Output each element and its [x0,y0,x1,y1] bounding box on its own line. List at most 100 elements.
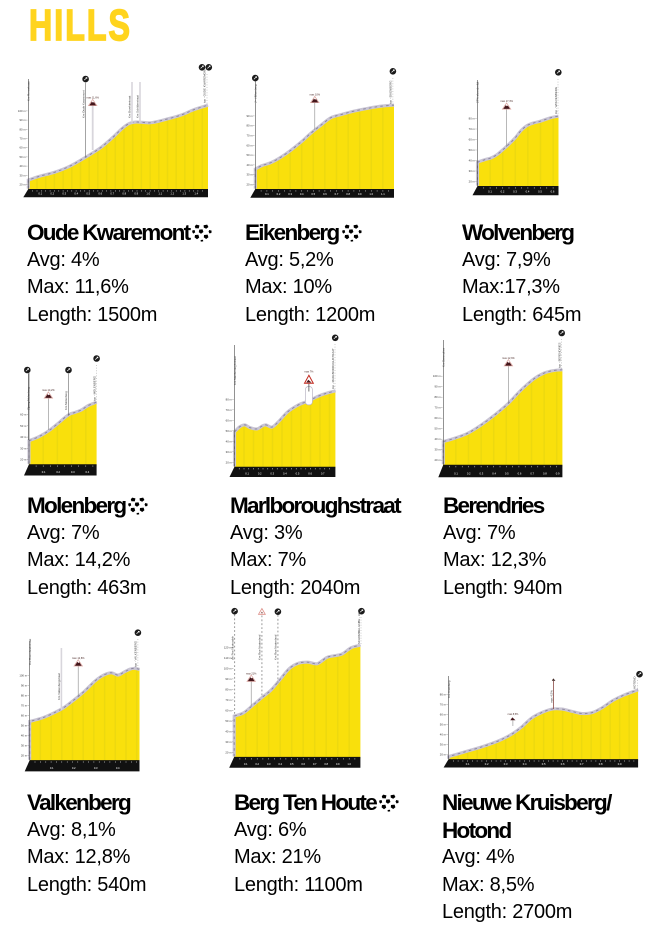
svg-text:0.7: 0.7 [110,192,114,196]
svg-text:0.3: 0.3 [288,192,292,196]
svg-text:0.5: 0.5 [290,762,294,766]
svg-text:0.1: 0.1 [42,470,46,474]
svg-text:0.3: 0.3 [71,470,75,474]
svg-text:0.1: 0.1 [488,190,492,194]
svg-text:80 m: 80 m [19,127,26,131]
svg-text:0.7: 0.7 [335,192,339,196]
svg-text:60 m: 60 m [20,413,27,417]
svg-text:0.1: 0.1 [244,762,248,766]
svg-text:Zijweg Molenberg: Zijweg Molenberg [27,387,31,410]
svg-text:0.9: 0.9 [336,762,340,766]
svg-text:Km Schilderstraat: Km Schilderstraat [136,95,140,118]
svg-text:max 12,3%: max 12,3% [502,357,515,360]
svg-text:40 m: 40 m [225,729,232,733]
svg-text:0.6: 0.6 [518,472,522,476]
svg-text:60 m: 60 m [225,708,232,712]
svg-text:0.9: 0.9 [556,472,560,476]
svg-text:50 m: 50 m [440,723,447,727]
svg-text:27% afzonderlijk: 27% afzonderlijk [476,81,480,103]
svg-text:0.2: 0.2 [467,472,471,476]
svg-text:max 4,5%: max 4,5% [549,690,553,703]
svg-text:0.9: 0.9 [134,192,138,196]
svg-text:90 m: 90 m [225,677,232,681]
svg-text:90 m: 90 m [434,385,441,389]
svg-text:50 m: 50 m [20,424,27,428]
svg-text:20 m: 20 m [434,458,441,462]
svg-text:100 m: 100 m [19,674,27,678]
svg-text:Km Valkenbergstraat: Km Valkenbergstraat [57,673,61,700]
svg-text:0.6: 0.6 [561,762,565,766]
svg-text:100 m: 100 m [18,109,26,113]
svg-text:0.3: 0.3 [94,766,98,770]
svg-text:30 m: 30 m [469,169,476,173]
svg-text:20 m: 20 m [226,460,233,464]
svg-text:20 m: 20 m [20,458,27,462]
svg-text:Km Rue Nouterland: Km Rue Nouterland [274,634,278,660]
svg-text:120 m: 120 m [224,645,232,649]
svg-text:top - EIKENBERG: top - EIKENBERG [389,80,393,104]
svg-text:max 14,2%: max 14,2% [42,389,55,392]
svg-text:0.1: 0.1 [38,192,42,196]
svg-text:0.5: 0.5 [542,762,546,766]
svg-text:0.8: 0.8 [599,762,603,766]
svg-text:0.5: 0.5 [538,190,542,194]
svg-text:Km Molenberg: Km Molenberg [64,391,68,410]
svg-text:0.7: 0.7 [580,762,584,766]
svg-text:0.1: 0.1 [265,192,269,196]
svg-text:80 m: 80 m [469,117,476,121]
svg-text:Km Ronsebaan: Km Ronsebaan [27,81,31,101]
svg-text:40 m: 40 m [20,435,27,439]
svg-text:30 m: 30 m [226,450,233,454]
svg-text:0.2: 0.2 [258,471,262,475]
svg-text:80 m: 80 m [434,395,441,399]
svg-text:40 m: 40 m [21,734,28,738]
svg-text:0.4: 0.4 [86,470,90,474]
svg-text:60 m: 60 m [469,138,476,142]
svg-text:Km Marlboroughstraat: Km Marlboroughstraat [233,356,237,385]
svg-text:0.3: 0.3 [270,471,274,475]
svg-text:30 m: 30 m [225,740,232,744]
svg-text:40 m: 40 m [469,159,476,163]
svg-text:0.2: 0.2 [485,762,489,766]
svg-text:1.3: 1.3 [182,192,186,196]
svg-text:0.2: 0.2 [72,766,76,770]
svg-text:1.0: 1.0 [146,192,150,196]
svg-text:100 m: 100 m [224,666,232,670]
svg-text:60 m: 60 m [440,713,447,717]
svg-text:70 m: 70 m [440,703,447,707]
svg-text:0.6: 0.6 [98,192,102,196]
svg-text:max 12,8%: max 12,8% [72,657,85,660]
svg-text:0.8: 0.8 [122,192,126,196]
svg-text:0.1: 0.1 [50,766,54,770]
svg-text:SCHOMMEL ENBE - Hlg 2: SCHOMMEL ENBE - Hlg 2 [357,609,361,644]
svg-text:0.7: 0.7 [313,762,317,766]
svg-text:30 m: 30 m [246,173,253,177]
svg-text:20 m: 20 m [225,750,232,754]
svg-text:top - WOLVENBERG: top - WOLVENBERG [554,86,558,114]
svg-text:Km Oude Kwaremont: Km Oude Kwaremont [81,90,85,118]
svg-text:70 m: 70 m [21,704,28,708]
svg-text:0.4: 0.4 [116,766,120,770]
svg-text:0.3: 0.3 [267,762,271,766]
svg-text:0.8: 0.8 [324,762,328,766]
svg-text:0.8: 0.8 [543,472,547,476]
svg-text:0.9: 0.9 [618,762,622,766]
svg-text:80 m: 80 m [246,124,253,128]
svg-text:1.1: 1.1 [158,192,162,196]
svg-text:60 m: 60 m [19,146,26,150]
svg-text:70 m: 70 m [469,127,476,131]
svg-text:0.2: 0.2 [277,192,281,196]
svg-text:Km Berendries: Km Berendries [442,347,446,367]
svg-text:30 m: 30 m [440,743,447,747]
svg-text:60 m: 60 m [226,418,233,422]
svg-text:50 m: 50 m [19,155,26,159]
svg-text:0.4: 0.4 [492,472,496,476]
svg-text:40 m: 40 m [19,164,26,168]
svg-text:0.6: 0.6 [301,762,305,766]
svg-text:20 m: 20 m [469,180,476,184]
svg-text:0.5: 0.5 [86,192,90,196]
svg-text:0.6: 0.6 [308,471,312,475]
svg-text:100 m: 100 m [433,374,441,378]
svg-text:0.1: 0.1 [245,471,249,475]
svg-text:1.2: 1.2 [170,192,174,196]
